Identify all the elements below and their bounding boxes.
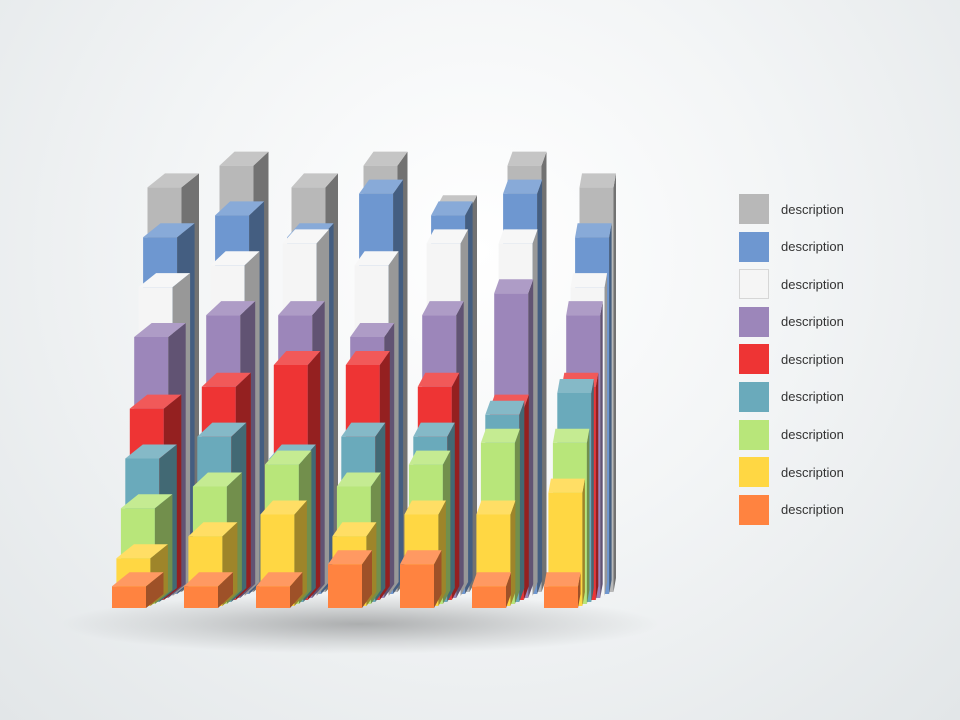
bar (400, 550, 442, 608)
legend-item: description (739, 344, 844, 375)
legend-item: description (739, 381, 844, 412)
legend-swatch (739, 306, 769, 337)
bar (328, 550, 372, 608)
legend-swatch (739, 419, 769, 450)
legend-label: description (781, 201, 844, 217)
bar (184, 572, 233, 608)
legend-item: description (739, 457, 844, 488)
bar (112, 572, 164, 608)
floor-shadow (60, 594, 660, 654)
legend-label: description (781, 464, 844, 480)
legend-swatch (739, 494, 769, 525)
legend-label: description (781, 427, 844, 443)
bar (544, 572, 581, 608)
legend-label: description (781, 239, 844, 255)
legend-label: description (781, 276, 844, 292)
legend-swatch (739, 381, 769, 412)
legend-swatch (739, 231, 769, 262)
legend-item: description (739, 306, 844, 337)
legend-label: description (781, 389, 844, 405)
legend-item: description (739, 231, 844, 262)
bar (472, 572, 511, 608)
bar-group (112, 151, 616, 608)
legend-item: description (739, 419, 844, 450)
legend-swatch (739, 194, 769, 224)
legend-item: description (739, 269, 844, 300)
legend-label: description (781, 314, 844, 330)
legend: description description description desc… (739, 194, 844, 532)
legend-item: description (739, 194, 844, 224)
bar (256, 572, 303, 608)
legend-swatch (739, 269, 769, 300)
legend-label: description (781, 351, 844, 367)
legend-swatch (739, 457, 769, 488)
legend-swatch (739, 344, 769, 375)
legend-item: description (739, 494, 844, 525)
legend-label: description (781, 502, 844, 518)
